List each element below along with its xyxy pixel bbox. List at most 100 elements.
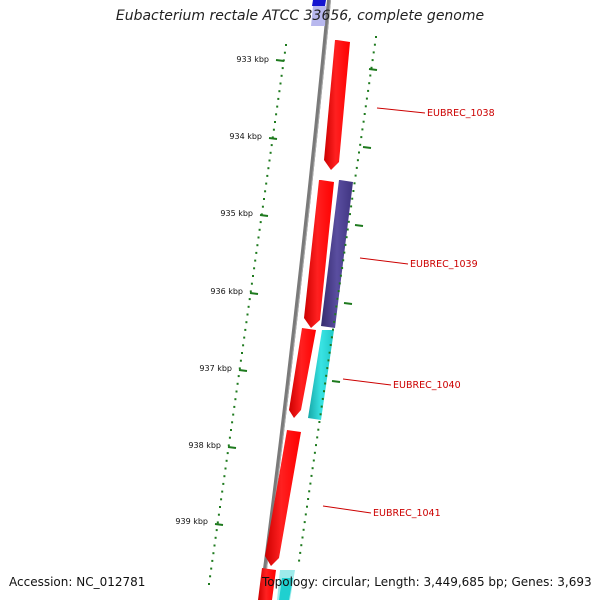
minor-tick <box>318 421 321 423</box>
minor-tick <box>350 205 353 208</box>
tick-marks-right <box>298 36 377 562</box>
minor-tick <box>317 428 320 431</box>
cds-red-4 <box>265 430 301 566</box>
minor-tick <box>330 336 333 339</box>
minor-tick <box>263 198 265 200</box>
major-tick-marks <box>214 59 378 526</box>
minor-tick <box>333 320 336 323</box>
minor-tick <box>253 267 256 270</box>
minor-tick <box>225 459 228 462</box>
minor-tick <box>275 113 278 116</box>
minor-tick <box>227 444 230 447</box>
minor-tick <box>343 251 346 254</box>
tick-label: 937 kbp <box>199 364 232 373</box>
axis-tick-labels: 933 kbp 934 kbp 935 kbp 936 kbp 937 kbp … <box>175 55 269 526</box>
minor-tick <box>261 205 264 208</box>
minor-tick <box>339 274 342 277</box>
minor-tick <box>342 259 345 262</box>
minor-tick <box>237 375 240 378</box>
minor-tick <box>306 505 308 508</box>
major-tick <box>343 302 353 305</box>
minor-tick <box>338 282 341 285</box>
minor-tick <box>223 475 226 478</box>
minor-tick <box>345 236 348 239</box>
cds-eubrec-1038 <box>324 40 350 170</box>
minor-tick <box>220 498 223 501</box>
minor-tick <box>300 544 303 547</box>
minor-tick <box>321 397 324 400</box>
minor-tick <box>271 136 274 139</box>
minor-tick <box>228 436 231 439</box>
minor-tick <box>373 43 376 46</box>
minor-tick <box>246 313 249 316</box>
minor-tick <box>370 66 373 69</box>
minor-tick <box>226 452 229 455</box>
backbone-track <box>259 0 331 600</box>
minor-tick <box>244 328 247 331</box>
minor-tick <box>302 528 305 531</box>
minor-tick <box>308 490 311 493</box>
minor-tick <box>358 151 360 154</box>
minor-tick <box>352 190 355 192</box>
minor-tick <box>325 374 328 377</box>
gene-label-eubrec-1040[interactable]: EUBREC_1040 <box>393 380 461 391</box>
minor-tick <box>241 352 243 354</box>
minor-tick <box>347 220 350 223</box>
major-tick <box>249 292 259 295</box>
minor-tick <box>276 105 279 108</box>
minor-tick <box>252 275 254 277</box>
cds-red-2 <box>304 180 334 328</box>
minor-tick <box>299 551 302 554</box>
tick-label: 935 kbp <box>220 209 253 218</box>
minor-tick <box>281 67 284 70</box>
minor-tick <box>272 128 275 131</box>
cds-eubrec-1040 <box>308 330 334 420</box>
minor-tick <box>329 344 332 346</box>
gene-label-eubrec-1038[interactable]: EUBREC_1038 <box>427 108 495 119</box>
minor-tick <box>326 367 329 370</box>
minor-tick <box>323 390 325 393</box>
minor-tick <box>221 490 224 493</box>
minor-tick <box>360 136 363 139</box>
minor-tick <box>258 228 261 231</box>
minor-tick <box>355 166 358 169</box>
minor-tick <box>212 552 215 555</box>
minor-tick <box>313 451 316 454</box>
minor-tick <box>238 367 241 370</box>
accession-text: Accession: NC_012781 <box>9 575 146 589</box>
tick-label: 938 kbp <box>188 441 221 450</box>
minor-tick <box>363 113 366 115</box>
minor-tick <box>249 290 252 293</box>
minor-tick <box>269 151 272 154</box>
minor-tick <box>359 143 362 146</box>
major-tick <box>354 224 364 227</box>
tick-label: 936 kbp <box>210 287 243 296</box>
minor-tick <box>256 244 259 247</box>
minor-tick <box>349 213 351 216</box>
leader-line <box>359 257 409 265</box>
minor-tick <box>316 436 319 439</box>
minor-tick <box>230 429 232 431</box>
minor-tick <box>247 305 250 308</box>
minor-tick <box>279 82 282 85</box>
minor-tick <box>298 559 301 562</box>
minor-tick <box>285 44 287 46</box>
minor-tick <box>354 174 357 177</box>
minor-tick <box>213 544 216 547</box>
gene-label-eubrec-1041[interactable]: EUBREC_1041 <box>373 508 441 519</box>
minor-tick <box>208 583 210 585</box>
minor-tick <box>307 498 310 500</box>
cds-cyan-bottom-core <box>279 578 293 600</box>
gene-label-eubrec-1039[interactable]: EUBREC_1039 <box>410 259 478 270</box>
minor-tick <box>259 221 262 224</box>
minor-tick <box>334 313 337 316</box>
major-tick <box>331 380 341 383</box>
minor-tick <box>243 336 246 339</box>
minor-tick <box>320 405 323 408</box>
minor-tick <box>274 121 276 123</box>
minor-tick <box>255 251 258 254</box>
genome-summary-text: Topology: circular; Length: 3,449,685 bp… <box>262 575 592 589</box>
tick-label: 934 kbp <box>229 132 262 141</box>
minor-tick <box>319 413 322 416</box>
minor-tick <box>210 567 213 570</box>
